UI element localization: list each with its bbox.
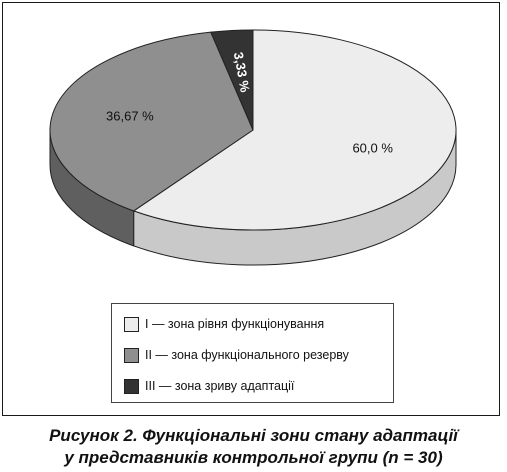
figure-caption-line-2: у представників контрольної групи (n = 3… (64, 448, 443, 467)
legend: I — зона рівня функціонування II — зона … (111, 303, 394, 403)
pie-label-zone-1: 60,0 % (352, 141, 393, 156)
legend-label-zone-1: I — зона рівня функціонування (145, 317, 325, 331)
pie-slice-zone-1 (133, 29, 457, 231)
legend-swatch-zone-3 (124, 378, 139, 394)
legend-item-zone-1: I — зона рівня функціонування (124, 315, 324, 333)
legend-item-zone-2: II — зона функціонального резерву (124, 346, 349, 364)
figure-caption-line-1: Рисунок 2. Функціональні зони стану адап… (49, 426, 458, 445)
legend-item-zone-3: III — зона зриву адаптації (124, 377, 294, 395)
legend-swatch-zone-2 (124, 347, 139, 363)
pie-label-zone-2: 36,67 % (106, 109, 154, 124)
pie-slice-zone-2 (49, 31, 254, 212)
legend-label-zone-2: II — зона функціонального резерву (145, 348, 349, 362)
legend-label-zone-3: III — зона зриву адаптації (145, 379, 295, 393)
pie-label-zone-3: 3,33 % (231, 51, 253, 94)
pie-chart: 60,0 % 36,67 % 3,33 % (49, 29, 457, 266)
pie-slice-zone-3 (210, 29, 254, 131)
legend-swatch-zone-1 (124, 316, 139, 332)
